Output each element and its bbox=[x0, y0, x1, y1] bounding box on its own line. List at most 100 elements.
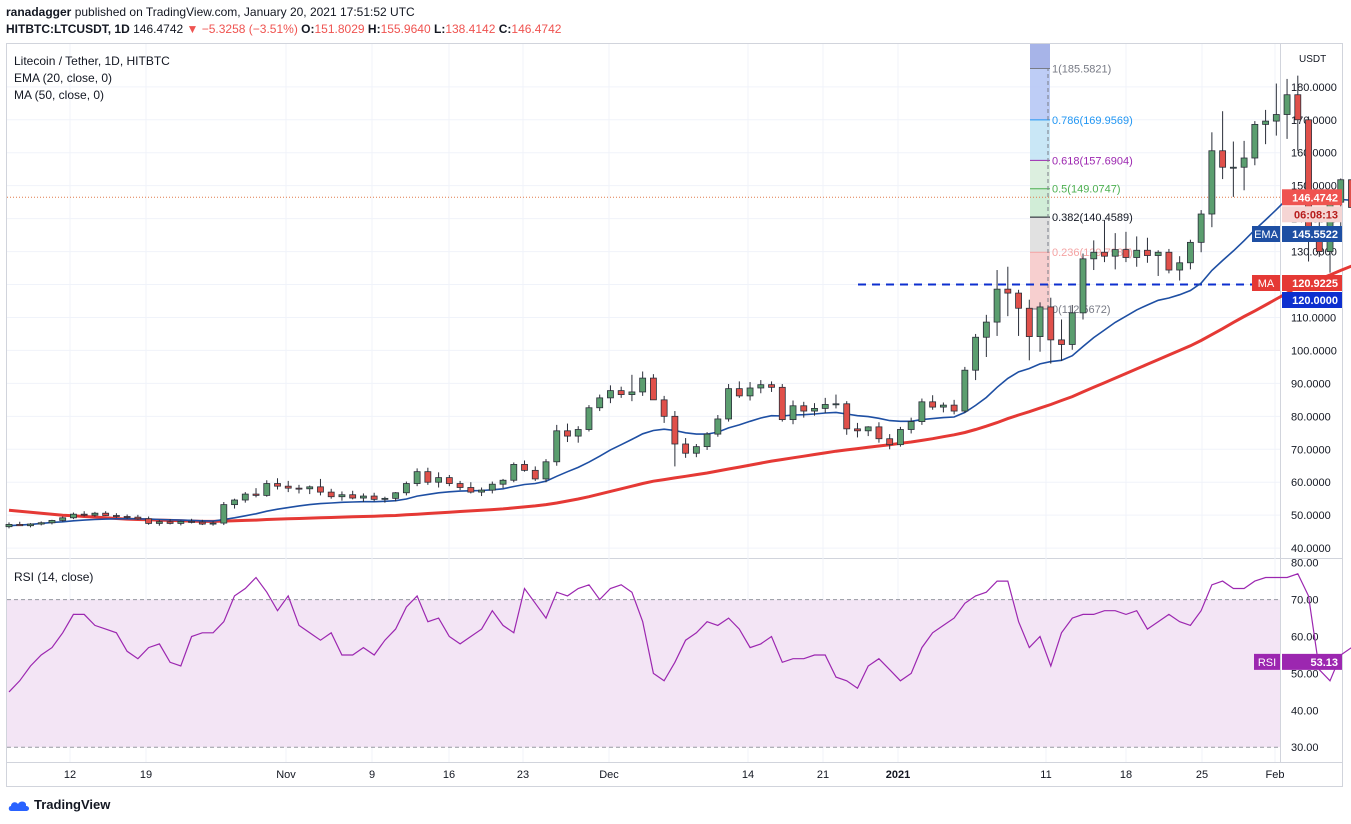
candle-body bbox=[413, 471, 421, 484]
candle-body bbox=[1176, 262, 1184, 271]
symbol-label: HITBTC:LTCUSDT, 1D bbox=[6, 22, 130, 36]
chart-frame bbox=[6, 43, 1343, 787]
price-tick-label: 40.0000 bbox=[1291, 543, 1331, 555]
ema-tag-label-bg bbox=[1252, 226, 1280, 242]
price-tick-label: 70.0000 bbox=[1291, 444, 1331, 456]
candle-body bbox=[478, 489, 485, 493]
candle-body bbox=[1068, 312, 1076, 345]
candle-body bbox=[961, 369, 969, 412]
high-value: 155.9640 bbox=[380, 22, 431, 36]
candle-body bbox=[982, 321, 990, 338]
time-tick-label: Feb bbox=[1266, 769, 1285, 781]
fib-level-label: 0.786(169.9569) bbox=[1052, 115, 1133, 127]
candle-body bbox=[198, 521, 206, 525]
price-tick-label: 90.0000 bbox=[1291, 378, 1331, 390]
candle-body bbox=[155, 521, 163, 524]
ma-value-tag-bg bbox=[1282, 275, 1342, 291]
candle-body bbox=[1154, 251, 1162, 256]
candle-body bbox=[134, 516, 142, 520]
candle-body bbox=[725, 388, 732, 420]
candle-body bbox=[1229, 166, 1237, 169]
price-tick-label: 110.0000 bbox=[1291, 312, 1336, 324]
ma-tag-label-bg bbox=[1252, 275, 1280, 291]
time-tick-label: 16 bbox=[443, 769, 455, 781]
last-price: 146.4742 bbox=[133, 22, 184, 36]
low-value: 138.4142 bbox=[445, 22, 496, 36]
candle-body bbox=[349, 494, 357, 499]
fib-zone bbox=[1030, 119, 1050, 161]
candle-body bbox=[1122, 249, 1130, 258]
rsi-value-tag: 53.13 bbox=[1310, 657, 1338, 669]
candle-body bbox=[123, 516, 131, 518]
fib-zone bbox=[1030, 217, 1050, 253]
tradingview-brand: TradingView bbox=[34, 797, 111, 812]
price-change: ▼ −5.3258 (−3.51%) bbox=[186, 22, 298, 36]
rsi-value-tag-bg bbox=[1282, 653, 1342, 670]
candle-body bbox=[1058, 339, 1065, 345]
candle-body bbox=[843, 403, 851, 430]
rsi-tag-label: RSI bbox=[1258, 657, 1276, 669]
ohlc-line: HITBTC:LTCUSDT, 1D 146.4742 ▼ −5.3258 (−… bbox=[6, 22, 561, 36]
price-tick-label: 80.0000 bbox=[1291, 411, 1331, 423]
candle-body bbox=[317, 486, 324, 493]
candle-body bbox=[639, 377, 647, 393]
candle-body bbox=[435, 477, 443, 483]
candle-body bbox=[811, 408, 818, 412]
fib-zone bbox=[1030, 188, 1050, 218]
time-tick-label: 2021 bbox=[886, 769, 910, 781]
candle-body bbox=[735, 388, 743, 397]
time-tick-label: Nov bbox=[276, 769, 296, 781]
fib-level-label: 0.618(157.6904) bbox=[1052, 155, 1133, 167]
ma-legend: MA (50, close, 0) bbox=[14, 88, 104, 102]
support-tag-bg bbox=[1282, 292, 1342, 308]
candle-body bbox=[542, 461, 550, 480]
candle-body bbox=[1015, 292, 1022, 309]
candle-body bbox=[939, 404, 947, 408]
fib-level-label: 1(185.5821) bbox=[1052, 63, 1111, 75]
candle-body bbox=[1144, 249, 1151, 256]
candle-body bbox=[91, 512, 99, 516]
candle-body bbox=[295, 487, 303, 490]
candle-body bbox=[220, 504, 228, 524]
candle-body bbox=[445, 477, 453, 484]
publisher-name[interactable]: ranadagger bbox=[6, 5, 72, 19]
candle-body bbox=[499, 479, 507, 485]
rsi-band bbox=[7, 599, 1280, 748]
candle-body bbox=[553, 430, 561, 463]
candle-body bbox=[48, 520, 56, 524]
candle-body bbox=[1004, 288, 1012, 294]
candle-body bbox=[564, 430, 571, 437]
candle-body bbox=[1240, 157, 1248, 168]
price-tick-label: 100.0000 bbox=[1291, 345, 1337, 357]
candle-body bbox=[456, 483, 464, 488]
time-tick-label: 21 bbox=[817, 769, 829, 781]
candle-body bbox=[59, 517, 67, 521]
time-tick-label: 19 bbox=[140, 769, 152, 781]
candle-body bbox=[628, 391, 636, 395]
ema-value-tag: 145.5522 bbox=[1292, 229, 1338, 241]
candle-body bbox=[392, 492, 400, 499]
tradingview-cloud-icon bbox=[8, 801, 29, 811]
candle-body bbox=[284, 485, 292, 489]
open-value: 151.8029 bbox=[314, 22, 365, 36]
countdown-tag-bg bbox=[1282, 206, 1342, 223]
candle-body bbox=[768, 384, 775, 388]
candle-body bbox=[263, 483, 271, 496]
candle-body bbox=[1101, 251, 1108, 257]
candle-body bbox=[897, 429, 904, 446]
candle-body bbox=[27, 523, 34, 527]
candle-body bbox=[16, 523, 24, 527]
candle-body bbox=[70, 513, 77, 519]
rsi-tick-label: 70.00 bbox=[1291, 595, 1319, 607]
ma-value-tag: 120.9225 bbox=[1292, 278, 1338, 290]
time-tick-label: 18 bbox=[1120, 769, 1132, 781]
candle-body bbox=[671, 415, 679, 445]
rsi-tick-label: 80.00 bbox=[1291, 558, 1319, 570]
candle-body bbox=[1348, 179, 1351, 208]
price-tick-label: 160.0000 bbox=[1291, 148, 1337, 160]
candle-body bbox=[1025, 307, 1033, 337]
tradingview-logo[interactable]: TradingView bbox=[8, 797, 110, 812]
candle-body bbox=[252, 493, 260, 496]
candle-body bbox=[166, 521, 174, 524]
